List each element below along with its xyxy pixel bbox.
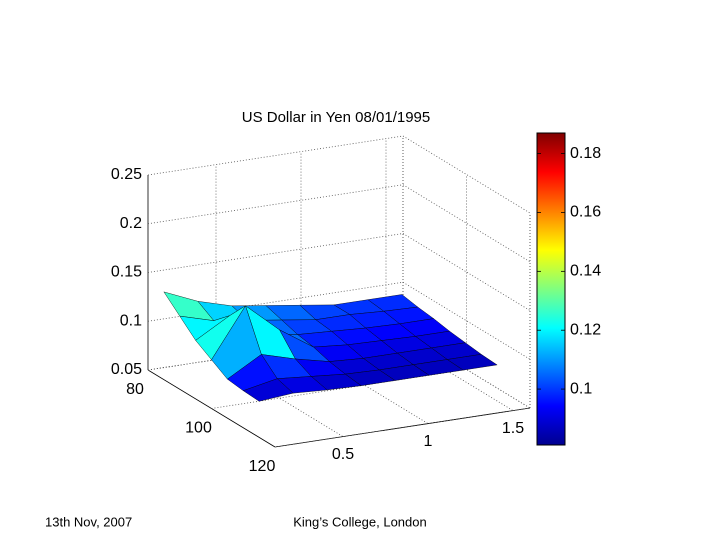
y-tick-label: 1.5 (502, 420, 524, 437)
grid-line (402, 135, 531, 214)
colorbar-label: 0.12 (570, 321, 601, 338)
colorbar-label: 0.18 (570, 145, 601, 162)
colorbar-label: 0.1 (570, 380, 592, 397)
grid-line (402, 233, 531, 311)
grid-line (274, 407, 531, 448)
colorbar-label: 0.16 (570, 204, 601, 221)
grid-line (211, 369, 467, 409)
y-tick-label: 0.5 (332, 446, 354, 463)
grid-line (147, 184, 404, 225)
grid-line (147, 135, 404, 176)
footer-date: 13th Nov, 2007 (45, 514, 132, 529)
z-tick-label: 0.15 (111, 264, 142, 281)
colorbar (536, 132, 566, 446)
grid-line (402, 184, 531, 263)
surface-patch (242, 378, 294, 402)
z-tick-label: 0.25 (111, 166, 142, 183)
z-tick-label: 0.05 (111, 361, 142, 378)
x-tick-label: 120 (249, 458, 276, 475)
z-tick-label: 0.2 (120, 215, 142, 232)
grid-line (402, 281, 531, 360)
footer-institution: King’s College, London (293, 514, 426, 529)
chart-title: US Dollar in Yen 08/01/1995 (242, 109, 430, 126)
x-tick-label: 100 (185, 420, 212, 437)
y-tick-label: 1 (424, 433, 433, 450)
grid-line (147, 233, 404, 273)
z-tick-label: 0.1 (120, 312, 142, 329)
colorbar-label: 0.14 (570, 263, 601, 280)
x-tick-label: 80 (126, 381, 144, 398)
grid-line (147, 330, 404, 371)
